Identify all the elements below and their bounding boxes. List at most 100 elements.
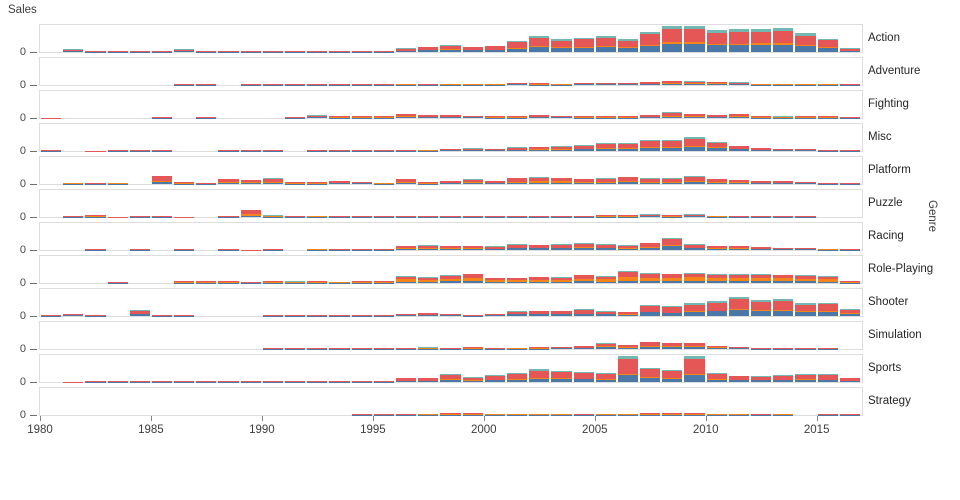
- bar-fighting-1997: [418, 114, 439, 118]
- bar-action-2015: [817, 38, 838, 52]
- segment-blue: [595, 248, 616, 250]
- segment-red: [529, 370, 550, 378]
- y-zero-tick: [30, 117, 37, 119]
- segment-blue: [662, 347, 683, 349]
- y-zero-tick: [30, 315, 37, 317]
- y-zero-tick: [30, 183, 37, 185]
- bar-puzzle-1993: [329, 216, 350, 217]
- segment-orange: [728, 278, 750, 282]
- segment-teal: [662, 369, 683, 372]
- segment-orange: [573, 46, 594, 48]
- bar-strategy-2000: [484, 413, 505, 415]
- segment-red: [551, 372, 572, 379]
- segment-orange: [617, 276, 639, 281]
- segment-orange: [662, 245, 683, 247]
- bar-fighting-1999: [462, 115, 483, 118]
- segment-blue: [573, 379, 594, 382]
- segment-orange: [440, 278, 461, 282]
- x-tick-1980: [40, 416, 41, 421]
- bar-adventure-1992: [307, 84, 328, 85]
- segment-red: [573, 309, 594, 314]
- segment-orange: [662, 181, 683, 183]
- bar-action-2011: [728, 29, 750, 52]
- segment-blue: [395, 281, 417, 283]
- segment-red: [684, 28, 705, 43]
- segment-red: [85, 50, 106, 52]
- bar-puzzle-2009: [684, 214, 705, 217]
- segment-red: [640, 342, 661, 346]
- segment-orange: [706, 147, 727, 149]
- segment-orange: [573, 278, 594, 282]
- bar-fighting-2006: [617, 115, 639, 118]
- bar-adventure-1986: [174, 84, 195, 85]
- segment-teal: [728, 274, 750, 275]
- bar-racing-1986: [174, 249, 195, 250]
- segment-red: [462, 274, 483, 278]
- bar-shooter-2014: [795, 303, 816, 316]
- bar-platform-2016: [839, 183, 860, 184]
- segment-blue: [395, 50, 417, 52]
- segment-blue: [484, 183, 505, 184]
- facet-band-puzzle: [39, 188, 863, 218]
- bar-platform-1998: [440, 181, 461, 184]
- segment-red: [395, 246, 417, 249]
- segment-teal: [484, 45, 505, 47]
- bar-action-1986: [174, 49, 195, 52]
- segment-orange: [573, 378, 594, 380]
- bar-misc-1984: [129, 150, 150, 151]
- segment-red: [662, 239, 683, 246]
- segment-blue: [307, 117, 328, 118]
- segment-red: [529, 83, 550, 85]
- bar-strategy-2008: [662, 413, 683, 415]
- segment-red: [662, 141, 683, 147]
- segment-blue: [839, 313, 860, 316]
- segment-teal: [706, 29, 727, 33]
- bar-misc-1980: [40, 150, 62, 151]
- bar-sports-1998: [440, 374, 461, 382]
- segment-red: [462, 179, 483, 183]
- bar-sports-1991: [285, 381, 306, 382]
- bar-platform-2005: [595, 178, 616, 184]
- bar-fighting-2004: [573, 115, 594, 118]
- segment-blue: [529, 47, 550, 52]
- bar-simulation-1995: [373, 348, 395, 349]
- bar-platform-1997: [418, 181, 439, 184]
- segment-orange: [262, 282, 284, 283]
- segment-red: [640, 214, 661, 216]
- segment-blue: [551, 182, 572, 184]
- segment-orange: [684, 346, 705, 348]
- segment-blue: [262, 182, 284, 184]
- y-zero-label: 0: [19, 144, 26, 157]
- bar-strategy-2003: [551, 413, 572, 415]
- segment-red: [773, 275, 794, 279]
- segment-blue: [595, 47, 616, 52]
- segment-blue: [573, 84, 594, 85]
- facet-band-shooter: [39, 287, 863, 317]
- bar-racing-2010: [706, 246, 727, 250]
- bar-adventure-2009: [684, 81, 705, 85]
- segment-red: [85, 183, 106, 184]
- segment-orange: [440, 414, 461, 415]
- segment-orange: [706, 347, 727, 349]
- segment-red: [662, 274, 683, 278]
- segment-orange: [706, 116, 727, 118]
- segment-blue: [418, 183, 439, 184]
- segment-blue: [573, 348, 594, 349]
- segment-blue: [640, 247, 661, 250]
- segment-orange: [640, 146, 661, 148]
- bar-racing-2013: [773, 247, 794, 250]
- bar-puzzle-1992: [307, 215, 328, 217]
- bar-shooter-2000: [484, 314, 505, 316]
- segment-red: [506, 147, 528, 150]
- segment-teal: [640, 367, 661, 370]
- bar-fighting-2011: [728, 114, 750, 118]
- bar-fighting-2001: [506, 115, 528, 118]
- facet-label-platform: Platform: [868, 164, 911, 177]
- bar-action-1995: [373, 51, 395, 52]
- segment-blue: [617, 182, 639, 184]
- segment-blue: [551, 379, 572, 382]
- segment-red: [307, 115, 328, 117]
- segment-blue: [728, 117, 750, 118]
- bar-fighting-1998: [440, 115, 461, 118]
- bar-platform-1994: [351, 181, 372, 184]
